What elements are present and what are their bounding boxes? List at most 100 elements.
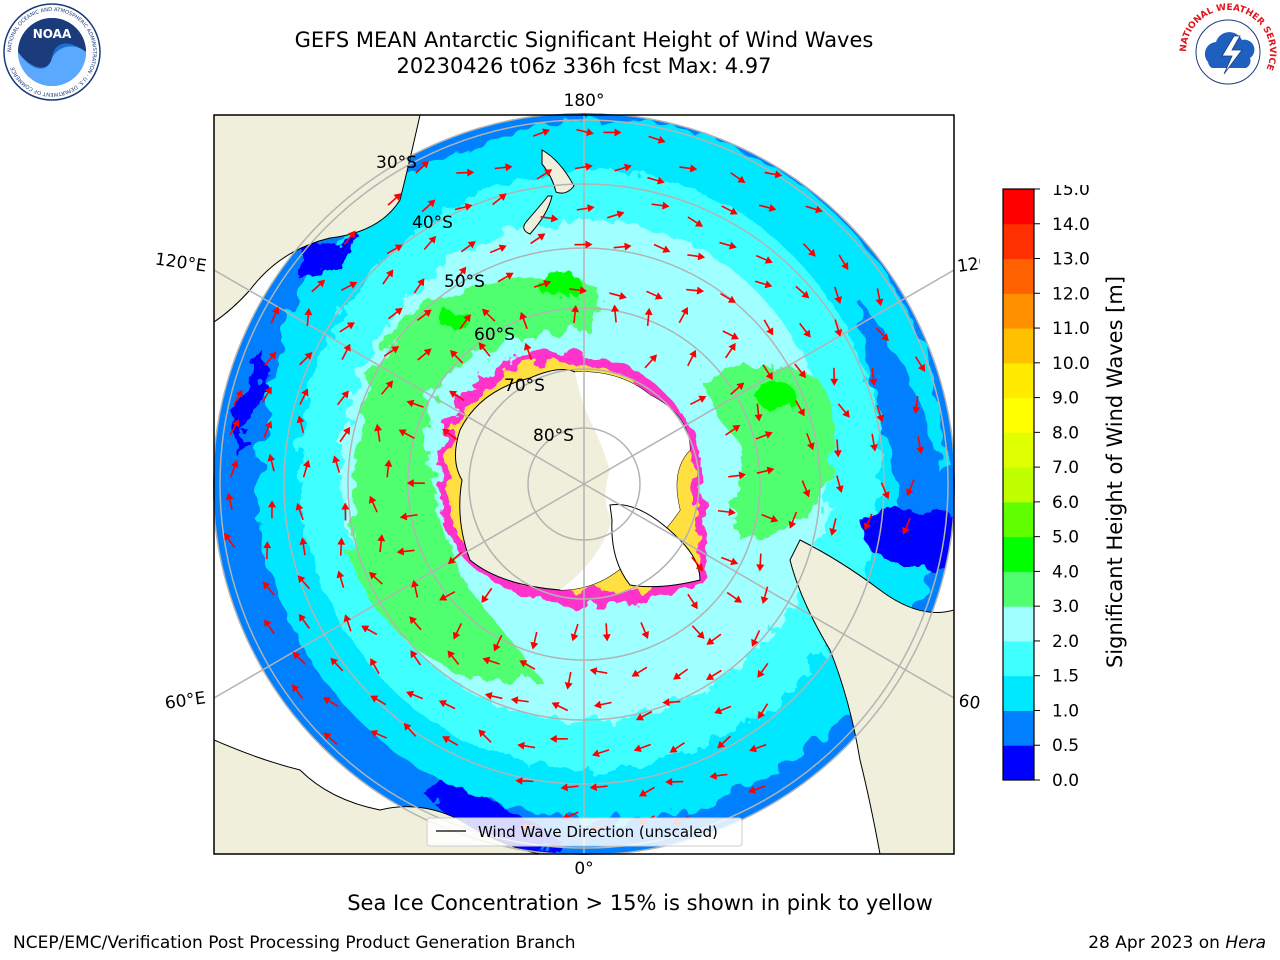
wind-wave-arrow	[530, 233, 546, 245]
wind-wave-arrow	[640, 622, 649, 640]
wind-wave-arrow	[409, 616, 422, 631]
colorbar-block	[1003, 258, 1034, 294]
wind-wave-arrow	[635, 710, 653, 721]
wind-wave-arrow	[481, 308, 496, 322]
noaa-logo: NATIONAL OCEANIC AND ATMOSPHERIC ADMINIS…	[3, 3, 101, 101]
wind-wave-arrow	[510, 696, 529, 705]
wind-wave-arrow	[830, 367, 839, 386]
lat-label-70s: 70°S	[504, 376, 545, 396]
colorbar-block	[1003, 189, 1034, 225]
colorbar-tick-label: 6.0	[1052, 493, 1079, 513]
wind-wave-arrow	[369, 571, 383, 585]
colorbar-block	[1003, 293, 1034, 329]
wind-wave-arrow	[341, 502, 350, 521]
wind-wave-arrow	[406, 690, 424, 700]
wind-wave-arrow	[263, 541, 272, 560]
wind-wave-arrow	[838, 254, 849, 271]
machine-name: Hera	[1225, 933, 1266, 953]
wind-wave-arrow	[829, 518, 838, 536]
wind-wave-arrow	[758, 703, 769, 719]
wind-wave-arrow	[489, 244, 507, 254]
lon-label-0: 0°	[574, 859, 593, 879]
wind-wave-arrow	[662, 698, 681, 707]
colorbar-tick-label: 5.0	[1052, 528, 1079, 548]
wind-wave-arrow	[416, 309, 432, 322]
wind-wave-arrow	[330, 657, 344, 672]
wind-wave-arrow	[691, 556, 704, 572]
wind-wave-arrow	[332, 455, 341, 473]
wind-wave-arrow	[229, 419, 239, 436]
wind-wave-arrow	[223, 532, 236, 548]
wind-wave-arrow	[717, 735, 731, 749]
wind-wave-arrow	[492, 193, 507, 206]
wind-wave-arrow	[795, 285, 810, 299]
wind-wave-arrow	[638, 786, 655, 797]
wind-wave-arrow	[299, 352, 313, 366]
wind-wave-arrow	[686, 286, 705, 295]
wind-wave-arrow	[322, 697, 339, 708]
wind-wave-arrow	[730, 172, 746, 183]
wind-wave-arrow	[870, 433, 878, 452]
wind-wave-arrow	[880, 482, 890, 500]
wind-wave-arrow	[368, 495, 378, 513]
colorbar-tick-label: 2.0	[1052, 632, 1079, 652]
wind-wave-arrow	[647, 176, 665, 185]
wind-wave-arrow	[494, 163, 513, 172]
wind-wave-arrow	[549, 734, 568, 743]
wind-wave-arrow	[593, 700, 612, 709]
wind-wave-arrow	[484, 692, 503, 700]
wind-wave-arrow	[863, 513, 873, 531]
wind-wave-arrow	[719, 241, 737, 250]
wind-wave-arrow	[644, 307, 653, 326]
lat-label-50s: 50°S	[444, 272, 485, 292]
wind-wave-arrow	[602, 623, 611, 642]
wind-wave-arrow	[653, 243, 671, 253]
wind-wave-arrow	[576, 204, 595, 213]
wind-wave-arrow	[690, 395, 707, 406]
wind-wave-arrow	[564, 671, 573, 690]
wind-wave-arrow	[311, 279, 326, 293]
wind-wave-arrow	[493, 634, 503, 652]
wind-wave-arrow	[398, 429, 415, 440]
wind-wave-arrow	[749, 743, 767, 753]
wind-wave-arrow	[651, 201, 670, 210]
wind-wave-arrow	[230, 460, 239, 478]
wind-wave-arrow	[341, 343, 351, 361]
wind-wave-arrow	[536, 169, 553, 180]
wind-wave-arrow	[264, 351, 277, 366]
wind-wave-arrow	[609, 292, 627, 300]
wind-wave-arrow	[291, 684, 304, 700]
wind-wave-arrow	[799, 322, 811, 338]
colorbar-tick-label: 13.0	[1052, 250, 1090, 270]
wind-wave-arrow	[589, 783, 608, 792]
wind-wave-arrow	[875, 288, 884, 307]
wind-wave-arrow	[336, 570, 345, 588]
wind-wave-arrow	[833, 439, 842, 458]
wind-wave-arrow	[706, 669, 722, 680]
wind-wave-arrow	[679, 164, 698, 173]
wind-wave-arrow	[478, 729, 492, 743]
wind-wave-arrow	[337, 537, 346, 556]
credit-line: NCEP/EMC/Verification Post Processing Pr…	[13, 933, 576, 953]
lon-label-60w: 60°W	[957, 691, 980, 717]
wind-wave-arrow	[794, 363, 806, 379]
wind-wave-arrow	[406, 399, 424, 408]
nws-logo: NATIONAL WEATHER SERVICE	[1179, 3, 1277, 100]
wind-wave-arrow	[574, 240, 593, 249]
colorbar-block	[1003, 397, 1034, 433]
wind-wave-arrow	[438, 700, 456, 710]
wind-wave-arrow	[296, 415, 305, 434]
noaa-wordmark: NOAA	[33, 27, 72, 41]
wind-wave-arrow	[413, 278, 425, 294]
wind-wave-arrows	[223, 128, 926, 834]
wind-wave-arrow	[299, 388, 309, 405]
wind-wave-arrow	[758, 204, 777, 212]
colorbar-block	[1003, 571, 1034, 607]
colorbar-tick-label: 12.0	[1052, 284, 1090, 304]
wind-wave-arrow	[644, 354, 657, 369]
wind-wave-arrow	[304, 307, 313, 326]
colorbar-block	[1003, 362, 1034, 399]
wind-wave-arrow	[673, 668, 689, 680]
wind-wave-arrow	[361, 625, 378, 636]
wind-wave-arrow	[762, 364, 773, 380]
